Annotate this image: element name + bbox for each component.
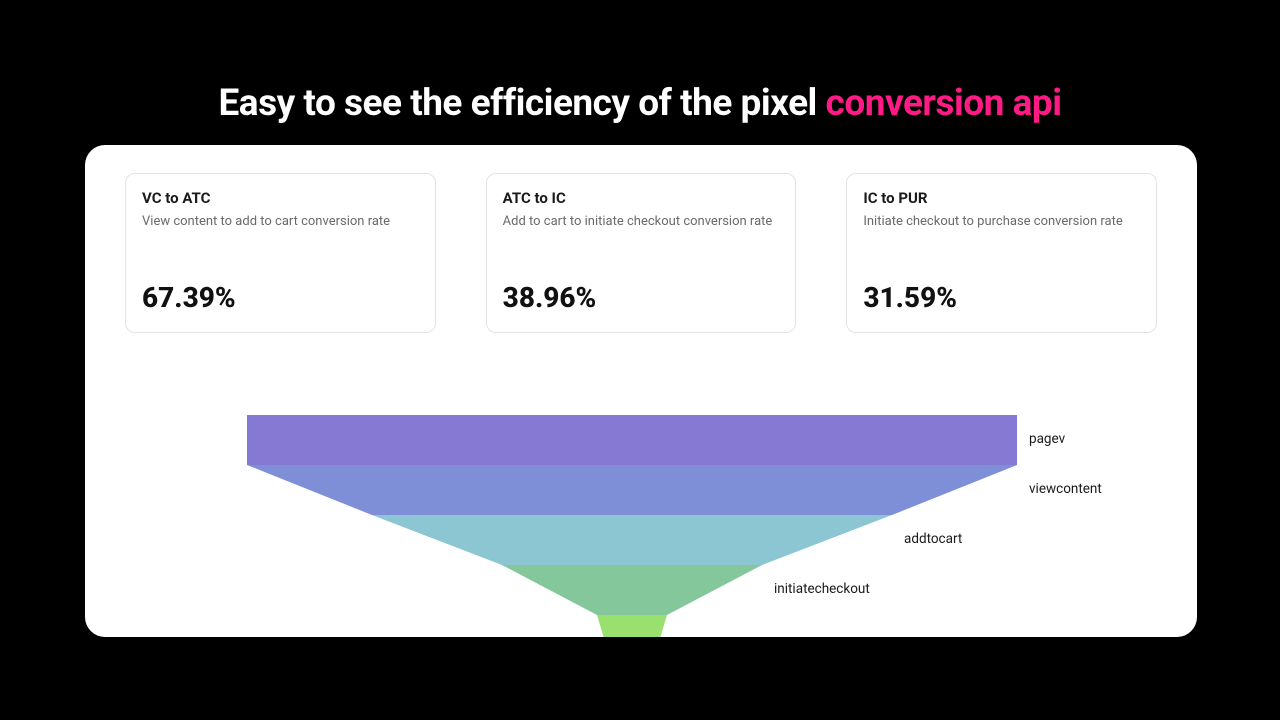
funnel-label: viewcontent [1029, 481, 1102, 497]
card-value: 38.96% [503, 281, 780, 314]
card-subtitle: Add to cart to initiate checkout convers… [503, 213, 780, 249]
metric-card-vc-atc: VC to ATC View content to add to cart co… [125, 173, 436, 333]
funnel-label: pagev [1029, 431, 1065, 447]
card-value: 31.59% [863, 281, 1140, 314]
funnel-chart: pagev viewcontent addtocart initiatecheckou… [85, 415, 1197, 637]
funnel-segment [247, 415, 1017, 465]
dashboard-panel: VC to ATC View content to add to cart co… [85, 145, 1197, 637]
funnel-label: addtocart [904, 531, 962, 547]
headline-part1: Easy to see the efficiency of the pixel [218, 82, 825, 125]
funnel-svg [85, 415, 1197, 637]
headline-accent: conversion api [826, 82, 1062, 125]
metrics-cards-row: VC to ATC View content to add to cart co… [85, 145, 1197, 333]
metric-card-ic-pur: IC to PUR Initiate checkout to purchase … [846, 173, 1157, 333]
funnel-segment [247, 465, 1017, 515]
funnel-segment [502, 565, 762, 615]
card-title: IC to PUR [863, 189, 1140, 207]
funnel-label: initiatecheckout [774, 581, 870, 597]
card-subtitle: Initiate checkout to purchase conversion… [863, 213, 1140, 249]
funnel-segment [372, 515, 892, 565]
metric-card-atc-ic: ATC to IC Add to cart to initiate checko… [486, 173, 797, 333]
page-headline: Easy to see the efficiency of the pixel … [0, 82, 1280, 125]
card-title: VC to ATC [142, 189, 419, 207]
card-subtitle: View content to add to cart conversion r… [142, 213, 419, 249]
card-title: ATC to IC [503, 189, 780, 207]
funnel-segment [597, 615, 667, 637]
card-value: 67.39% [142, 281, 419, 314]
